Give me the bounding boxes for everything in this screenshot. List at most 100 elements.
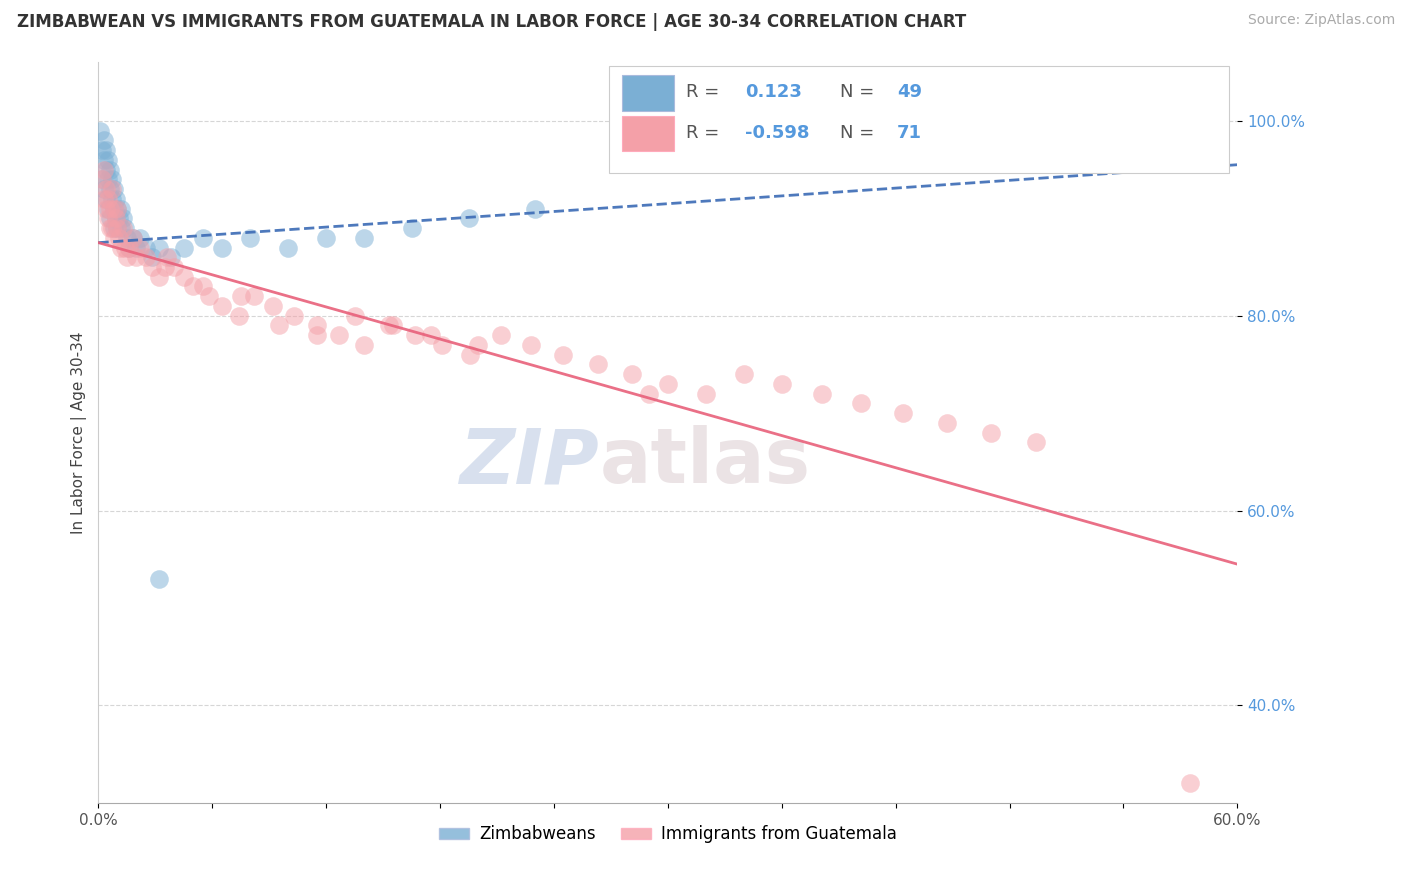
Point: [103, 231, 125, 245]
Point: [94, 202, 117, 216]
Point: [135, 250, 157, 264]
Point: [153, 260, 176, 274]
Point: [104, 211, 127, 226]
Point: [97, 202, 120, 216]
Point: [115, 231, 138, 245]
Point: [156, 250, 179, 264]
Point: [305, 318, 328, 333]
Point: [104, 192, 127, 206]
Point: [553, 348, 575, 362]
Point: [695, 386, 717, 401]
Point: [770, 376, 793, 391]
Point: [118, 240, 141, 255]
Point: [115, 250, 138, 264]
Point: [401, 221, 423, 235]
Point: [141, 250, 163, 264]
Point: [305, 328, 328, 343]
Point: [283, 309, 305, 323]
Text: R =: R =: [686, 124, 720, 142]
Point: [114, 240, 136, 255]
Point: [262, 299, 284, 313]
Point: [467, 338, 489, 352]
Point: [520, 338, 543, 352]
Point: [404, 328, 426, 343]
Point: [107, 221, 129, 235]
FancyBboxPatch shape: [623, 116, 673, 152]
Point: [89, 123, 111, 137]
Point: [98, 202, 121, 216]
Point: [353, 338, 375, 352]
Point: [91, 172, 114, 186]
Point: [228, 309, 250, 323]
Point: [148, 240, 170, 255]
Point: [107, 221, 129, 235]
Point: [733, 367, 755, 381]
Point: [98, 221, 121, 235]
Point: [93, 162, 115, 177]
Point: [457, 211, 479, 226]
Point: [93, 182, 115, 196]
Point: [110, 240, 132, 255]
Text: 71: 71: [897, 124, 922, 142]
Text: R =: R =: [686, 83, 720, 101]
Point: [183, 279, 205, 293]
Point: [94, 143, 117, 157]
Point: [110, 202, 132, 216]
Point: [657, 376, 679, 391]
FancyBboxPatch shape: [623, 75, 673, 111]
Point: [638, 386, 661, 401]
Point: [460, 348, 482, 362]
Point: [98, 182, 121, 196]
Point: [107, 202, 129, 216]
Text: atlas: atlas: [599, 425, 811, 500]
Point: [110, 221, 132, 235]
Point: [94, 192, 117, 206]
Point: [98, 162, 121, 177]
Point: [93, 153, 115, 167]
Point: [108, 211, 131, 226]
Point: [159, 250, 181, 264]
Point: [267, 318, 290, 333]
Point: [173, 269, 195, 284]
Point: [121, 231, 143, 245]
Point: [104, 211, 127, 226]
Point: [489, 328, 512, 343]
Point: [430, 338, 453, 352]
Text: Source: ZipAtlas.com: Source: ZipAtlas.com: [1247, 13, 1395, 28]
Text: -0.598: -0.598: [745, 124, 810, 142]
Point: [851, 396, 873, 410]
Point: [107, 202, 129, 216]
Point: [620, 367, 643, 381]
Point: [91, 143, 114, 157]
Point: [315, 231, 337, 245]
Point: [103, 202, 125, 216]
Point: [191, 279, 214, 293]
Point: [211, 299, 233, 313]
Text: N =: N =: [839, 83, 875, 101]
Point: [129, 240, 152, 255]
Point: [93, 192, 115, 206]
Point: [191, 231, 214, 245]
Point: [100, 221, 122, 235]
Point: [891, 406, 914, 420]
Point: [112, 211, 135, 226]
Point: [343, 309, 366, 323]
Point: [91, 172, 114, 186]
Legend: Zimbabweans, Immigrants from Guatemala: Zimbabweans, Immigrants from Guatemala: [433, 819, 903, 850]
Point: [121, 231, 143, 245]
Point: [243, 289, 266, 303]
Point: [1025, 435, 1047, 450]
Point: [141, 260, 163, 274]
Point: [114, 221, 136, 235]
Text: ZIP: ZIP: [460, 425, 599, 500]
FancyBboxPatch shape: [609, 66, 1229, 173]
Point: [163, 260, 186, 274]
Point: [97, 153, 120, 167]
Point: [419, 328, 441, 343]
Point: [135, 240, 157, 255]
Point: [94, 162, 117, 177]
Text: N =: N =: [839, 124, 875, 142]
Point: [97, 192, 120, 206]
Point: [524, 202, 547, 216]
Point: [125, 250, 148, 264]
